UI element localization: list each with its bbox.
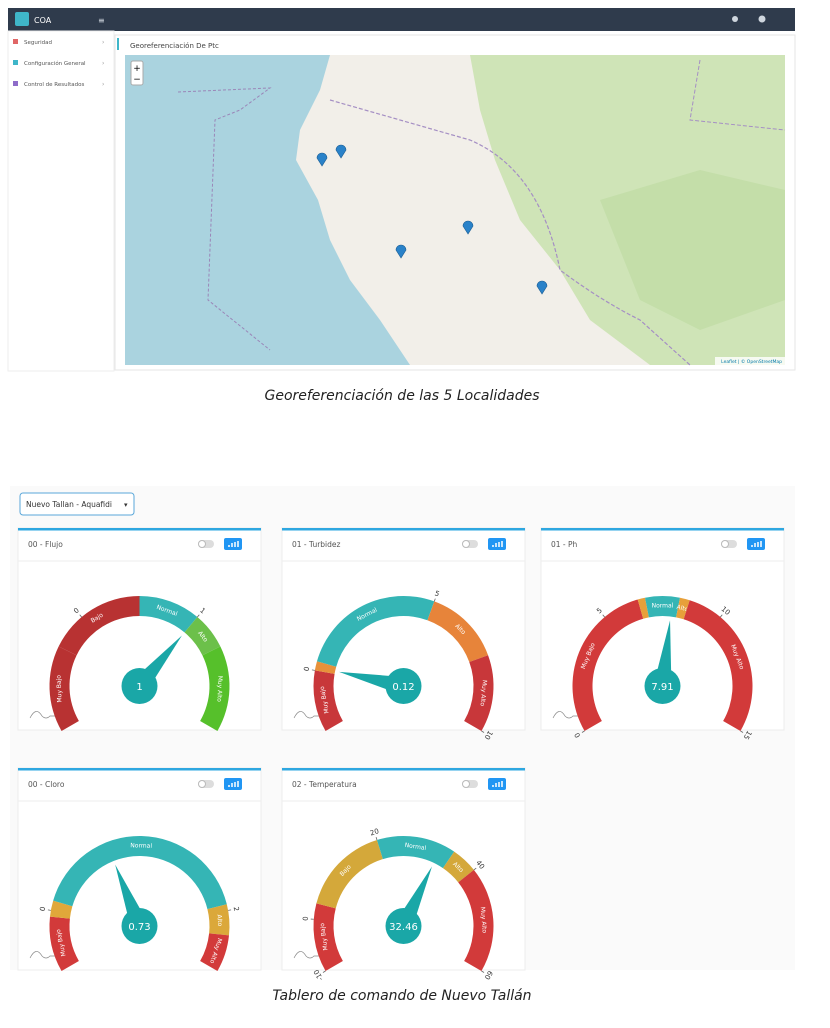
- gauge-value: 0.12: [392, 682, 414, 693]
- toggle-knob[interactable]: [199, 781, 206, 788]
- menu-chevron[interactable]: ›: [102, 81, 104, 88]
- brand[interactable]: COA: [34, 16, 52, 25]
- band-label: Muy Alto: [215, 676, 223, 703]
- chart-button[interactable]: [488, 538, 506, 550]
- card-title: 01 - Turbidez: [292, 540, 341, 549]
- menu-toggle[interactable]: ≡: [98, 16, 105, 25]
- toggle-knob[interactable]: [199, 541, 206, 548]
- attribution[interactable]: Leaflet | © OpenStreetMap: [721, 358, 782, 365]
- toggle-knob[interactable]: [463, 781, 470, 788]
- gauge-tick: [312, 670, 315, 671]
- select-caret[interactable]: ▾: [124, 501, 128, 509]
- chart-button[interactable]: [224, 778, 242, 790]
- caption: Georeferenciación de las 5 Localidades: [264, 388, 539, 404]
- card-title: 00 - Flujo: [28, 540, 63, 549]
- toggle-knob[interactable]: [722, 541, 729, 548]
- zoom-out[interactable]: −: [133, 75, 141, 85]
- chart-button[interactable]: [224, 538, 242, 550]
- band-label: Alto: [215, 914, 223, 927]
- menu-chevron[interactable]: ›: [102, 39, 104, 46]
- menu-item[interactable]: Control de Resultados: [24, 82, 84, 88]
- gauge-tick-label: 0: [302, 916, 310, 921]
- band-label: Normal: [652, 603, 674, 610]
- menu-item[interactable]: Seguridad: [24, 40, 52, 46]
- band-label: Muy Bajo: [56, 675, 64, 703]
- map[interactable]: + − Leaflet | © OpenStreetMap: [125, 55, 785, 365]
- caption: Tablero de comando de Nuevo Tallán: [272, 988, 531, 1004]
- gauge-value: 1: [136, 682, 142, 693]
- gauge-tick: [228, 910, 231, 911]
- card-top-border: [18, 768, 261, 771]
- menu-icon: [13, 60, 18, 65]
- gauge-value: 7.91: [651, 682, 673, 693]
- chart-button[interactable]: [488, 778, 506, 790]
- lang-icon[interactable]: [732, 16, 738, 22]
- gauge-tick: [48, 910, 51, 911]
- card-title: 00 - Cloro: [28, 780, 65, 789]
- menu-icon: [13, 39, 18, 44]
- location-select-text[interactable]: Nuevo Tallan - Aquafidi: [26, 500, 112, 509]
- gauge-tick-label: 60: [483, 969, 494, 981]
- toggle-knob[interactable]: [463, 541, 470, 548]
- card-top-border: [18, 528, 261, 531]
- gauge-value: 0.73: [128, 922, 150, 933]
- panel-title: Georeferenciación De Ptc: [130, 42, 219, 50]
- card-title: 02 - Temperatura: [292, 780, 357, 789]
- gauge-value: 32.46: [389, 922, 418, 933]
- card-top-border: [541, 528, 784, 531]
- menu-chevron[interactable]: ›: [102, 60, 104, 67]
- user-icon[interactable]: [759, 16, 766, 23]
- logo: [15, 12, 29, 26]
- menu-icon: [13, 81, 18, 86]
- menu-item[interactable]: Configuración General: [24, 60, 86, 67]
- zoom-in[interactable]: +: [133, 64, 141, 74]
- chart-button[interactable]: [747, 538, 765, 550]
- card-top-border: [282, 528, 525, 531]
- top-bar: [8, 8, 795, 31]
- gauge-tick: [481, 971, 484, 973]
- panel-accent: [117, 38, 119, 50]
- gauge-tick: [323, 971, 326, 973]
- card-top-border: [282, 768, 525, 771]
- card-title: 01 - Ph: [551, 540, 578, 549]
- band-label: Normal: [130, 842, 152, 849]
